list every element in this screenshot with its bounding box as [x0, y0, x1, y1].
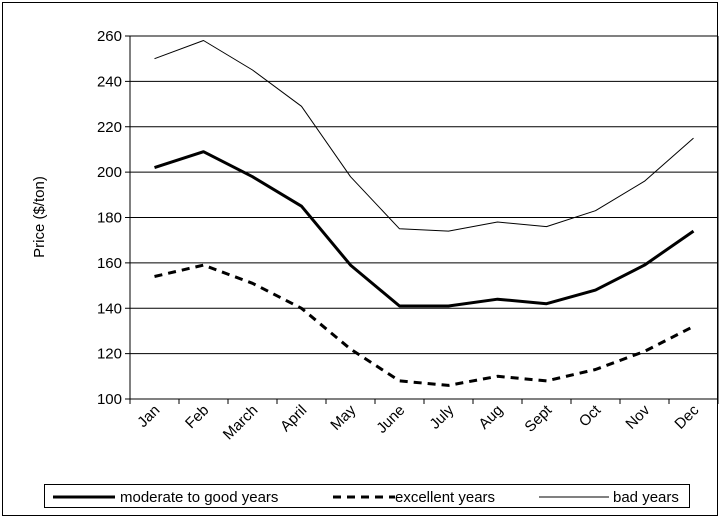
x-tick-labels: Jan Feb March April May June July Aug Sept Oct Nov…: [134, 401, 702, 443]
x-tick-label-june: June: [373, 402, 408, 437]
x-tick-label-aug: Aug: [475, 402, 506, 433]
series-line-excellent-years: [154, 263, 695, 387]
x-tick-label-feb: Feb: [182, 402, 212, 432]
y-tick-label-220: 220: [97, 119, 122, 136]
y-tick-label-260: 260: [97, 28, 122, 45]
y-tick-label-240: 240: [97, 73, 122, 90]
series-line-bad-years: [154, 40, 694, 232]
y-tick-label-120: 120: [97, 346, 122, 363]
legend-item-bad: bad years: [539, 489, 679, 506]
y-tick-label-140: 140: [97, 300, 122, 317]
x-tick-label-jan: Jan: [134, 402, 163, 431]
series-line-moderate-to-good-years: [154, 150, 695, 308]
axes: [125, 35, 719, 404]
legend-label-bad: bad years: [613, 489, 679, 506]
x-tick-label-july: July: [426, 401, 457, 432]
y-tick-label-160: 160: [97, 255, 122, 272]
series-lines: [154, 40, 695, 387]
legend-item-moderate: moderate to good years: [53, 489, 278, 506]
legend-label-excellent: excellent years: [395, 489, 495, 506]
x-tick-label-sept: Sept: [521, 401, 555, 435]
y-axis-title: Price ($/ton): [31, 176, 48, 258]
legend-label-moderate: moderate to good years: [120, 489, 278, 506]
legend: moderate to good years excellent years b…: [44, 484, 690, 508]
y-tick-labels: 100 120 140 160 180 200 220 240 260: [97, 28, 122, 408]
gridlines: [130, 35, 718, 400]
y-tick-label-100: 100: [97, 391, 122, 408]
x-tick-label-may: May: [327, 401, 359, 433]
line-chart: 100 120 140 160 180 200 220 240 260 Jan Feb March A…: [31, 28, 719, 443]
x-tick-label-nov: Nov: [622, 401, 653, 432]
y-tick-label-180: 180: [97, 210, 122, 227]
x-tick-label-oct: Oct: [576, 401, 605, 430]
legend-svg: moderate to good years excellent years b…: [53, 489, 679, 506]
y-tick-label-200: 200: [97, 164, 122, 181]
x-tick-label-april: April: [277, 402, 310, 435]
legend-item-excellent: excellent years: [333, 489, 495, 506]
x-tick-label-march: March: [220, 402, 261, 443]
x-tick-label-dec: Dec: [671, 401, 702, 432]
